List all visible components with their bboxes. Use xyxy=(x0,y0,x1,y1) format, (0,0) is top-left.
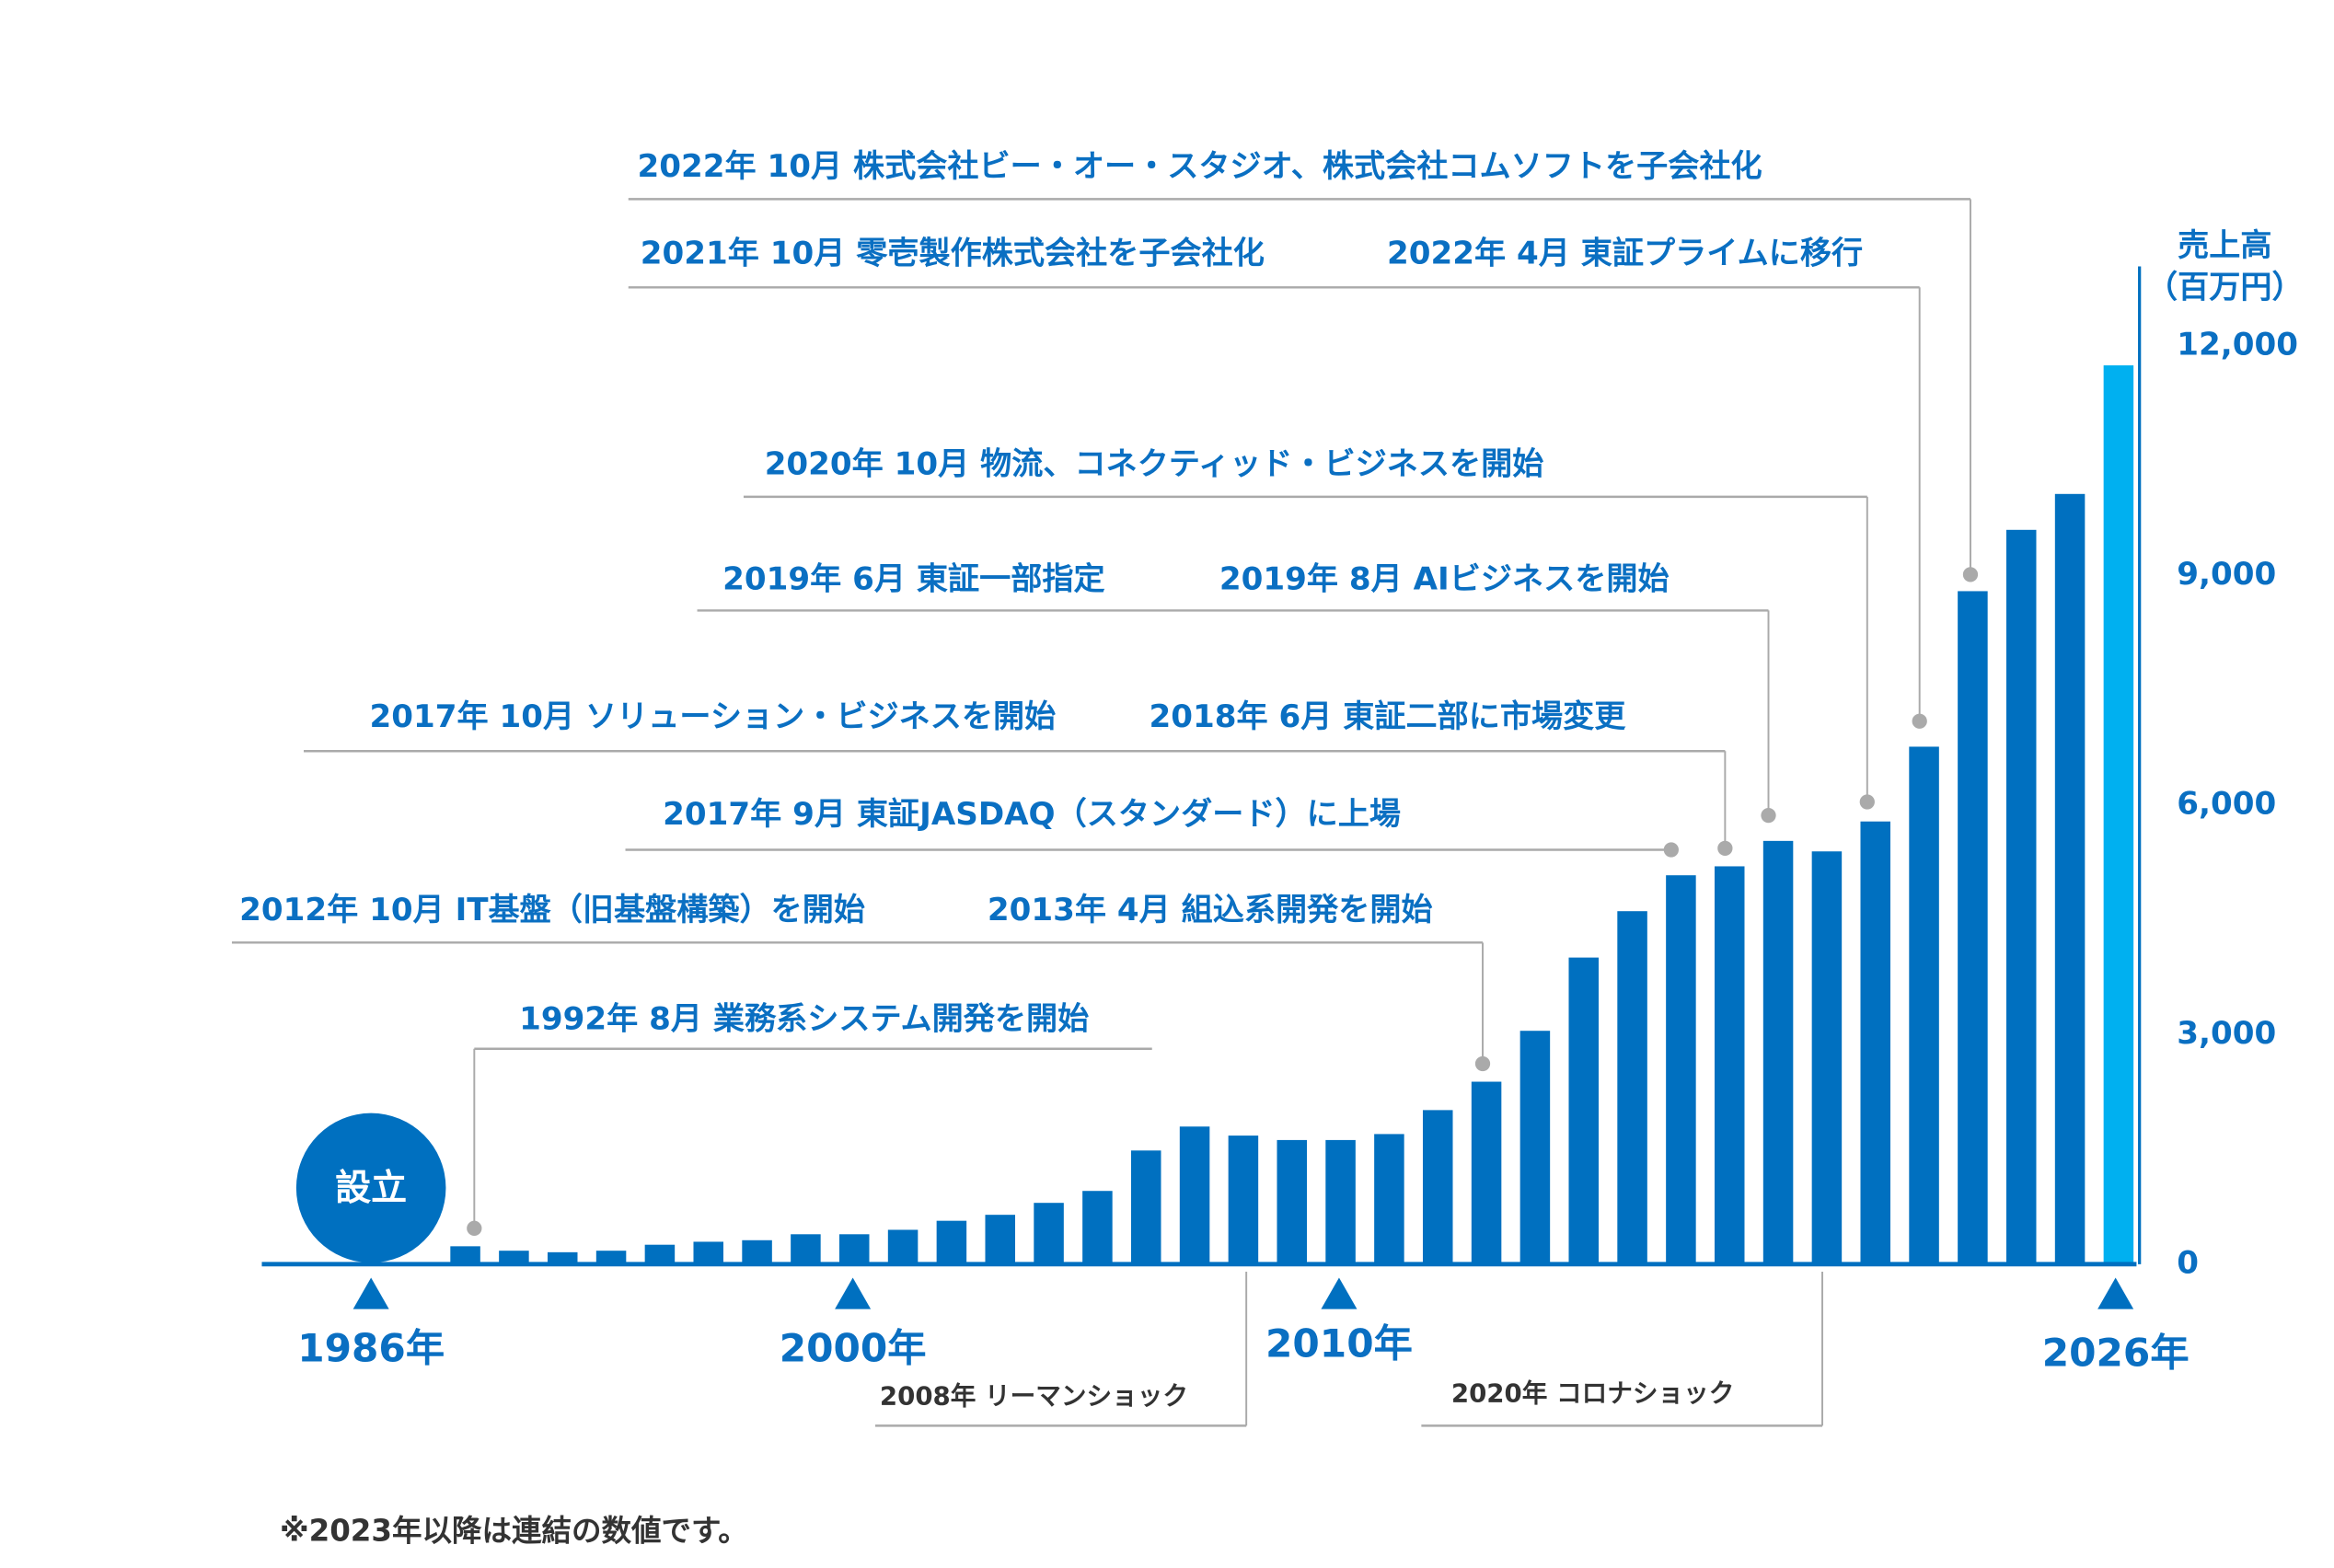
annotation-text: 2012年 10月 IT基盤（旧基盤構築）を開始 xyxy=(239,892,865,928)
leader-dot xyxy=(1761,808,1776,824)
event-label: 2008年 リーマンショック xyxy=(880,1381,1188,1412)
bar-1997 xyxy=(693,1241,723,1264)
annotation-text: 2017年 9月 東証JASDAQ（スタンダード）に上場 xyxy=(663,796,1401,833)
y-tick-label: 12,000 xyxy=(2177,326,2298,363)
y-tick-label: 6,000 xyxy=(2177,786,2276,823)
y-ticks: 0 3,000 6,000 9,000 12,000 xyxy=(2177,326,2298,1281)
bar-2000 xyxy=(838,1234,870,1264)
bar-2014 xyxy=(1519,1031,1551,1264)
annotation-text: 2017年 10月 ソリューション・ビジネスを開始 xyxy=(370,698,1057,735)
y-tick-label: 0 xyxy=(2177,1245,2199,1282)
year-marker-label: 1986年 xyxy=(297,1325,445,1370)
bar-2003 xyxy=(985,1215,1015,1264)
bar-1995 xyxy=(595,1251,627,1264)
annotations: 2022年 10月 株式会社ビー・オー・スタジオ、株式会社コムソフトを子会社化 2… xyxy=(239,148,1863,1412)
annotation-text: 2019年 8月 AIビジネスを開始 xyxy=(1219,561,1670,598)
bar-2015 xyxy=(1568,957,1599,1264)
leader-dot xyxy=(1962,567,1979,582)
leader-dot xyxy=(1859,794,1875,810)
founding-label: 設立 xyxy=(335,1168,407,1209)
bar-2018 xyxy=(1714,866,1745,1264)
founding-circle xyxy=(295,1113,446,1263)
y-tick-label: 3,000 xyxy=(2177,1015,2276,1052)
annotation-leaders xyxy=(231,198,1979,1427)
annotation-text: 2019年 6月 東証一部指定 xyxy=(722,561,1104,598)
bars xyxy=(450,365,2134,1264)
bar-2007 xyxy=(1179,1126,1210,1264)
bar-1993 xyxy=(499,1251,529,1264)
bar-2002 xyxy=(936,1220,967,1264)
y-tick-label: 9,000 xyxy=(2177,556,2276,593)
bar-2024 xyxy=(2005,529,2037,1264)
bar-2008 xyxy=(1228,1136,1259,1264)
bar-1996 xyxy=(644,1244,676,1264)
leader-dot xyxy=(1474,1055,1491,1072)
bar-2026 xyxy=(2103,365,2134,1264)
bar-2017 xyxy=(1666,875,1696,1264)
bar-2021 xyxy=(1860,821,1890,1264)
leader-dot xyxy=(467,1220,482,1236)
year-markers: 1986年 2000年 2010年 2026年 xyxy=(297,1277,2190,1375)
y-axis-unit: （百万円） xyxy=(2146,270,2304,306)
bar-2006 xyxy=(1130,1150,1161,1264)
bar-2020 xyxy=(1811,851,1843,1264)
annotation-text: 2022年 10月 株式会社ビー・オー・スタジオ、株式会社コムソフトを子会社化 xyxy=(638,148,1762,185)
year-marker-label: 2010年 xyxy=(1265,1321,1413,1366)
bar-2022 xyxy=(1909,746,1939,1264)
triangle-marker-icon xyxy=(352,1277,389,1309)
bar-2023 xyxy=(1958,591,1988,1264)
event-label: 2020年 コロナショック xyxy=(1451,1378,1735,1408)
triangle-marker-icon xyxy=(835,1277,872,1309)
bar-2004 xyxy=(1034,1203,1064,1264)
leader-dot xyxy=(1717,840,1733,857)
year-marker-label: 2000年 xyxy=(780,1325,927,1370)
bar-2005 xyxy=(1082,1191,1113,1264)
bar-2001 xyxy=(887,1229,919,1264)
annotation-text: 2021年 10月 零壱製作株式会社を子会社化 xyxy=(641,235,1265,271)
bar-2016 xyxy=(1617,911,1647,1264)
y-axis-title: 売上高 xyxy=(2178,227,2271,264)
bar-2009 xyxy=(1277,1139,1307,1264)
bar-2019 xyxy=(1762,840,1794,1264)
triangle-marker-icon xyxy=(1321,1277,1358,1309)
bar-2010 xyxy=(1325,1139,1356,1264)
bar-1994 xyxy=(547,1251,578,1264)
bar-2012 xyxy=(1422,1110,1453,1264)
bar-1998 xyxy=(742,1239,772,1264)
annotation-text: 2022年 4月 東証プライムに移行 xyxy=(1387,235,1863,271)
leader-dot xyxy=(1663,842,1679,858)
annotation-text: 2018年 6月 東証二部に市場変更 xyxy=(1149,698,1626,735)
year-marker-label: 2026年 xyxy=(2042,1330,2190,1375)
annotation-text: 2013年 4月 組込系開発を開始 xyxy=(988,892,1433,928)
annotation-text: 2020年 10月 物流、コネクティッド・ビジネスを開始 xyxy=(765,445,1544,482)
triangle-marker-icon xyxy=(2097,1277,2134,1309)
footnote: ※2023年以降は連結の数値です。 xyxy=(280,1514,748,1549)
bar-2011 xyxy=(1374,1134,1404,1264)
bar-1992 xyxy=(450,1246,480,1264)
bar-1999 xyxy=(791,1234,821,1264)
bar-2013 xyxy=(1471,1081,1502,1264)
leader-dot xyxy=(1912,713,1927,729)
annotation-text: 1992年 8月 業務系システム開発を開始 xyxy=(519,1001,1089,1038)
bar-2025 xyxy=(2054,493,2086,1264)
